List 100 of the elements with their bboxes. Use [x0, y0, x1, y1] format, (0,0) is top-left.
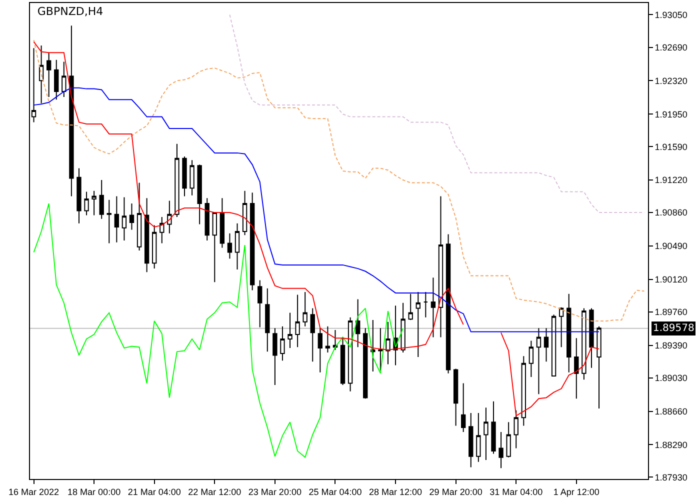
candlestick [378, 328, 383, 372]
candlestick [558, 306, 564, 348]
candlestick [92, 190, 96, 216]
candlestick [106, 199, 112, 244]
y-tick-label: 1.92320 [654, 76, 688, 86]
candlestick [318, 328, 322, 373]
x-tick-label: 21 Mar 04:00 [128, 486, 181, 497]
candlestick [99, 180, 104, 220]
candlestick [258, 280, 262, 328]
candlestick [498, 432, 504, 469]
candlestick [62, 61, 66, 98]
candlestick [589, 308, 594, 368]
candlestick [506, 422, 511, 458]
candlestick [272, 328, 278, 386]
candlestick [310, 308, 315, 362]
candlestick [114, 196, 120, 243]
y-tick-label: 1.87930 [654, 472, 688, 482]
y-tick-label: 1.91220 [654, 175, 688, 186]
ref-line-label: 1.89578 [653, 323, 694, 334]
candlestick [46, 52, 52, 98]
x-tick-label: 22 Mar 12:00 [188, 486, 242, 497]
x-tick-label: 31 Mar 04:00 [490, 486, 543, 497]
candlestick [430, 277, 436, 338]
candlestick [69, 25, 74, 197]
candlestick [528, 340, 534, 378]
candlestick [288, 312, 292, 349]
candlestick [363, 328, 368, 400]
candlestick [370, 320, 376, 372]
candlestick [38, 44, 44, 104]
candlestick [122, 196, 127, 242]
candlestick [551, 314, 556, 377]
candlestick [182, 156, 187, 197]
y-tick-label: 1.88290 [654, 440, 688, 450]
candlestick [574, 338, 579, 400]
y-tick-label: 1.91590 [654, 142, 688, 152]
candlestick [227, 232, 232, 260]
candlestick [190, 160, 194, 196]
candlestick [250, 192, 255, 291]
candlestick [212, 212, 217, 283]
candlestick [174, 143, 180, 218]
candlestick [295, 294, 300, 348]
candlestick [136, 182, 142, 251]
candlestick [348, 316, 353, 392]
line-series [229, 14, 645, 214]
candlestick [476, 412, 481, 462]
x-tick-label: 16 Mar 2022 [8, 486, 60, 497]
x-tick-label: 29 Mar 20:00 [429, 486, 482, 497]
candlestick [325, 326, 330, 354]
candlestick [242, 190, 248, 236]
candlestick [332, 329, 338, 350]
candlestick [400, 302, 406, 354]
candlestick [446, 234, 451, 374]
candlestick [197, 164, 202, 225]
x-tick-label: 1 Apr 12:00 [553, 486, 600, 497]
line-series [33, 40, 645, 322]
y-tick-label: 1.90860 [654, 208, 688, 218]
candlestick [340, 336, 346, 386]
candlestick [160, 216, 164, 244]
candlestick [461, 382, 466, 433]
x-tick-label: 25 Mar 04:00 [308, 486, 362, 497]
candlestick [514, 410, 518, 449]
candlestick [152, 224, 157, 270]
line-series [33, 203, 404, 458]
y-tick-label: 1.89760 [654, 307, 688, 318]
candlestick [521, 356, 526, 426]
candlestick [484, 407, 488, 461]
candlestick [408, 293, 413, 321]
candlestick [76, 168, 82, 224]
candlestick [386, 321, 390, 365]
y-tick-label: 1.93050 [654, 10, 688, 20]
candlestick [167, 200, 172, 234]
y-tick-label: 1.88660 [654, 406, 688, 416]
line-series [33, 87, 600, 332]
y-tick-label: 1.91950 [654, 109, 688, 120]
x-tick-label: 28 Mar 12:00 [368, 486, 422, 497]
candlestick [220, 198, 225, 248]
candlestick [453, 368, 458, 426]
candlestick [416, 292, 420, 358]
candlestick [438, 196, 444, 338]
candlestick [144, 198, 150, 273]
candlestick [129, 203, 134, 230]
candlestick [566, 293, 572, 373]
candlestick [265, 288, 270, 352]
candlestick [204, 198, 210, 242]
candlestick [423, 292, 428, 318]
x-tick-label: 18 Mar 00:00 [68, 486, 121, 497]
candlestick [84, 191, 89, 216]
candlestick [491, 400, 496, 454]
candlestick [544, 328, 549, 362]
y-tick-label: 1.92690 [654, 42, 688, 52]
candlestick [582, 308, 586, 380]
candlestick [234, 222, 240, 270]
x-tick-label: 23 Mar 20:00 [248, 486, 302, 497]
candlestick [356, 298, 360, 348]
y-tick-label: 1.90490 [654, 241, 688, 252]
candlestick [536, 328, 542, 395]
y-tick-label: 1.89030 [654, 372, 688, 383]
chart-title: GBPNZD,H4 [37, 5, 104, 18]
y-tick-label: 1.89390 [654, 340, 688, 350]
y-tick-label: 1.90120 [654, 274, 688, 285]
